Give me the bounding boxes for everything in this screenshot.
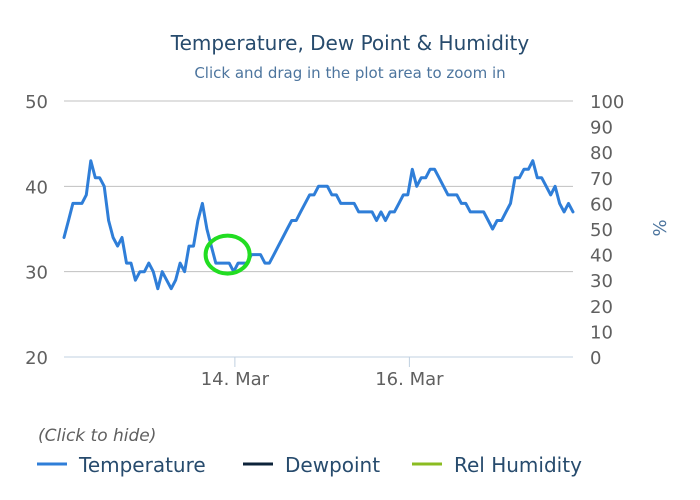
- legend-item-temperature[interactable]: Temperature: [37, 453, 206, 477]
- legend-temperature-label: Temperature: [78, 453, 206, 477]
- y-right-tick-label: 50: [590, 220, 613, 241]
- annotations: [203, 233, 252, 276]
- y-right-tick-label: 60: [590, 194, 613, 215]
- x-tick-label: 16. Mar: [375, 369, 444, 390]
- legend-item-rel-humidity[interactable]: Rel Humidity: [412, 453, 582, 477]
- y-right-tick-label: 100: [590, 92, 624, 113]
- y-right-tick-label: 80: [590, 143, 613, 164]
- y-axis-left: 20 30 40 50: [25, 92, 48, 369]
- x-axis: 14. Mar 16. Mar: [64, 356, 573, 390]
- legend-hint: (Click to hide): [38, 426, 156, 446]
- y-right-tick-label: 70: [590, 169, 613, 190]
- y-left-tick-label: 50: [25, 92, 48, 113]
- legend-item-dewpoint[interactable]: Dewpoint: [243, 453, 380, 477]
- y-axis-right-unit: %: [650, 219, 671, 236]
- y-right-tick-label: 40: [590, 246, 613, 267]
- series-line-temperature[interactable]: [62, 159, 575, 291]
- y-left-tick-label: 30: [25, 263, 48, 284]
- y-right-tick-label: 20: [590, 297, 613, 318]
- y-axis-right: 0 10 20 30 40 50 60 70 80 90 100: [590, 92, 624, 369]
- legend-rel-humidity-label: Rel Humidity: [454, 453, 582, 477]
- legend-dewpoint-label: Dewpoint: [285, 453, 380, 477]
- chart-title: Temperature, Dew Point & Humidity: [170, 31, 530, 55]
- plot-area[interactable]: [62, 159, 575, 291]
- y-left-tick-label: 20: [25, 348, 48, 369]
- highlight-circle: [203, 233, 252, 276]
- x-tick-label: 14. Mar: [201, 369, 270, 390]
- y-right-tick-label: 90: [590, 118, 613, 139]
- y-left-tick-label: 40: [25, 177, 48, 198]
- grid-lines: [64, 100, 573, 358]
- y-right-tick-label: 30: [590, 271, 613, 292]
- y-right-tick-label: 0: [590, 348, 601, 369]
- chart-subtitle: Click and drag in the plot area to zoom …: [194, 64, 505, 82]
- y-right-tick-label: 10: [590, 322, 613, 343]
